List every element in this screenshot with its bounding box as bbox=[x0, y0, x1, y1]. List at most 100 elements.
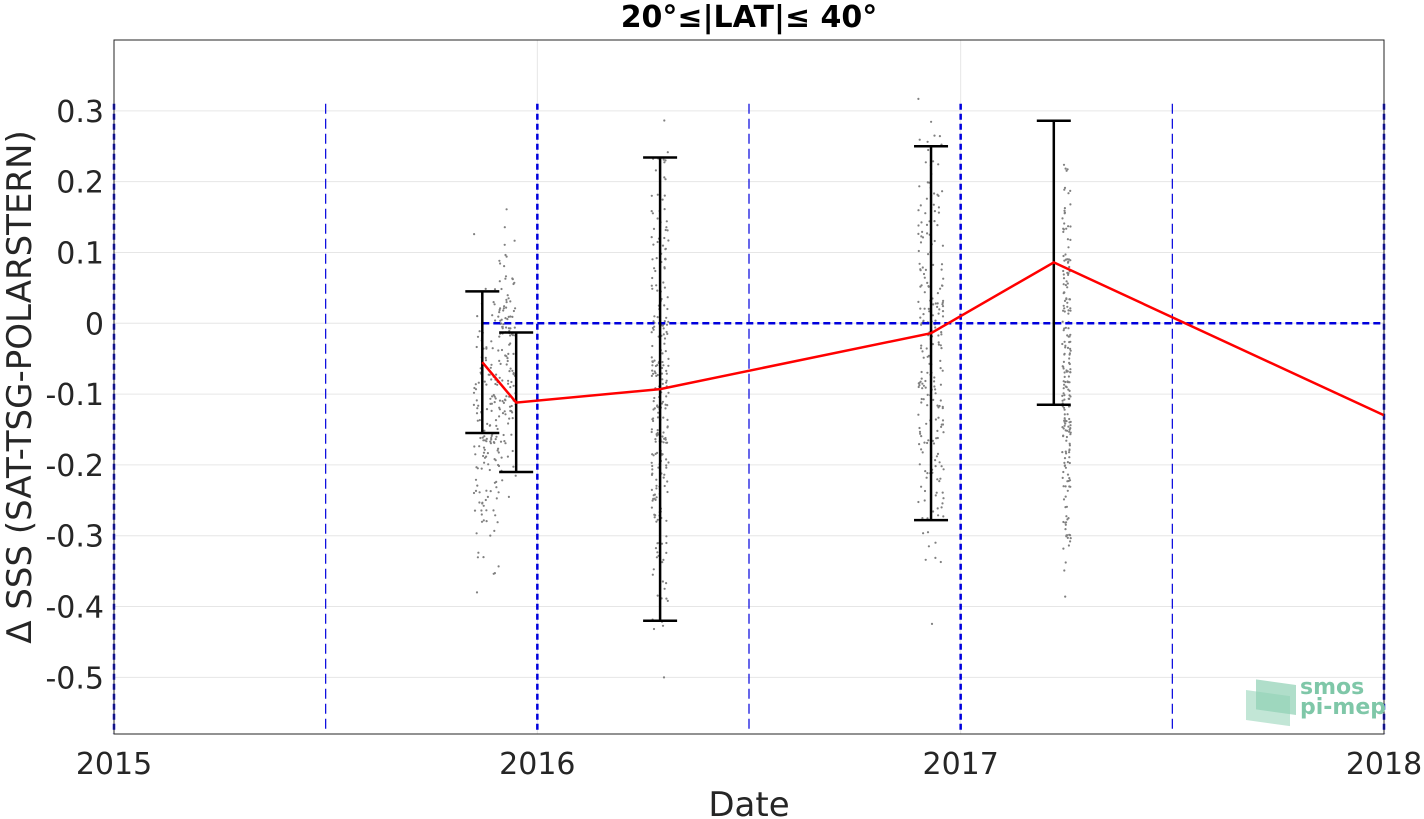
scatter-point bbox=[661, 580, 665, 583]
scatter-point bbox=[1068, 381, 1071, 384]
scatter-point bbox=[926, 472, 929, 475]
scatter-point bbox=[665, 316, 668, 319]
scatter-point bbox=[489, 397, 492, 400]
scatter-point bbox=[655, 374, 658, 377]
scatter-point bbox=[1066, 282, 1069, 285]
scatter-point bbox=[921, 387, 924, 390]
scatter-point bbox=[1068, 444, 1071, 447]
scatter-point bbox=[918, 430, 922, 433]
scatter-point bbox=[1061, 320, 1064, 323]
scatter-point bbox=[926, 441, 929, 445]
scatter-point bbox=[1066, 346, 1070, 349]
scatter-point bbox=[920, 485, 923, 488]
scatter-point bbox=[920, 323, 923, 326]
scatter-point bbox=[1062, 269, 1065, 273]
scatter-point bbox=[937, 163, 940, 166]
scatter-point bbox=[1062, 406, 1066, 409]
scatter-point bbox=[485, 520, 488, 523]
scatter-point bbox=[939, 399, 942, 402]
scatter-point bbox=[482, 439, 485, 442]
scatter-point bbox=[655, 284, 658, 287]
scatter-point bbox=[474, 489, 478, 492]
scatter-point bbox=[665, 372, 668, 375]
scatter-point bbox=[650, 194, 653, 197]
scatter-point bbox=[507, 315, 510, 318]
scatter-point bbox=[935, 455, 939, 458]
scatter-point bbox=[1063, 211, 1066, 214]
x-tick-labels: 2015 2016 2017 2018 bbox=[76, 747, 1422, 782]
scatter-point bbox=[509, 386, 512, 389]
scatter-point bbox=[507, 422, 510, 425]
scatter-point bbox=[661, 366, 664, 370]
scatter-point bbox=[502, 433, 505, 437]
scatter-point bbox=[656, 240, 659, 244]
scatter-point bbox=[494, 419, 498, 422]
scatter-point bbox=[510, 380, 513, 384]
scatter-point bbox=[920, 448, 923, 451]
scatter-point bbox=[666, 307, 669, 311]
scatter-point bbox=[934, 302, 937, 305]
scatter-point bbox=[655, 520, 658, 523]
scatter-point bbox=[1062, 254, 1065, 258]
scatter-point bbox=[497, 447, 500, 450]
scatter-point bbox=[474, 478, 478, 481]
scatter-point bbox=[476, 484, 479, 487]
scatter-point bbox=[498, 335, 501, 338]
scatter-point bbox=[1068, 357, 1071, 360]
scatter-point bbox=[651, 499, 654, 502]
scatter-point bbox=[941, 315, 945, 318]
scatter-point bbox=[1062, 227, 1065, 230]
scatter-point bbox=[511, 315, 514, 318]
scatter-point bbox=[501, 379, 504, 382]
scatter-point bbox=[1068, 477, 1071, 480]
scatter-point bbox=[665, 535, 668, 538]
scatter-point bbox=[661, 400, 665, 403]
scatter-point bbox=[666, 426, 669, 429]
scatter-point bbox=[936, 292, 940, 295]
scatter-point bbox=[923, 489, 927, 493]
scatter-point bbox=[473, 445, 476, 448]
scatter-point bbox=[511, 369, 514, 372]
scatter-point bbox=[1061, 217, 1064, 220]
scatter-point bbox=[495, 424, 498, 427]
scatter-point bbox=[1069, 540, 1072, 543]
scatter-point bbox=[1069, 340, 1072, 343]
scatter-point bbox=[656, 429, 659, 432]
scatter-point bbox=[487, 373, 490, 376]
scatter-point bbox=[500, 348, 504, 352]
scatter-point bbox=[489, 440, 492, 443]
scatter-point bbox=[477, 404, 480, 407]
scatter-point bbox=[939, 477, 942, 480]
scatter-point bbox=[475, 412, 479, 415]
scatter-point bbox=[662, 364, 665, 367]
scatter-point bbox=[1069, 333, 1072, 336]
scatter-point bbox=[931, 439, 935, 442]
scatter-point bbox=[653, 370, 656, 373]
scatter-point bbox=[1064, 528, 1067, 531]
scatter-point bbox=[506, 455, 509, 458]
scatter-point bbox=[940, 425, 943, 428]
scatter-point bbox=[925, 223, 929, 226]
scatter-point bbox=[656, 404, 659, 407]
scatter-point bbox=[507, 495, 510, 498]
scatter-point bbox=[923, 307, 926, 310]
scatter-point bbox=[651, 276, 654, 280]
scatter-point bbox=[499, 262, 502, 265]
scatter-point bbox=[1065, 169, 1068, 172]
scatter-point bbox=[1066, 413, 1069, 416]
scatter-point bbox=[1067, 273, 1070, 276]
scatter-point bbox=[936, 404, 939, 407]
scatter-point bbox=[654, 547, 658, 550]
scatter-point bbox=[940, 506, 943, 509]
scatter-point bbox=[661, 198, 664, 201]
scatter-point bbox=[497, 451, 500, 454]
scatter-point bbox=[1065, 280, 1068, 283]
scatter-point bbox=[938, 135, 942, 138]
scatter-point bbox=[661, 382, 664, 385]
scatter-point bbox=[663, 286, 667, 289]
scatter-point bbox=[940, 333, 943, 336]
scatter-point bbox=[667, 461, 670, 464]
scatter-point bbox=[656, 289, 659, 292]
x-tick-label: 2016 bbox=[499, 747, 575, 782]
scatter-point bbox=[495, 486, 498, 489]
